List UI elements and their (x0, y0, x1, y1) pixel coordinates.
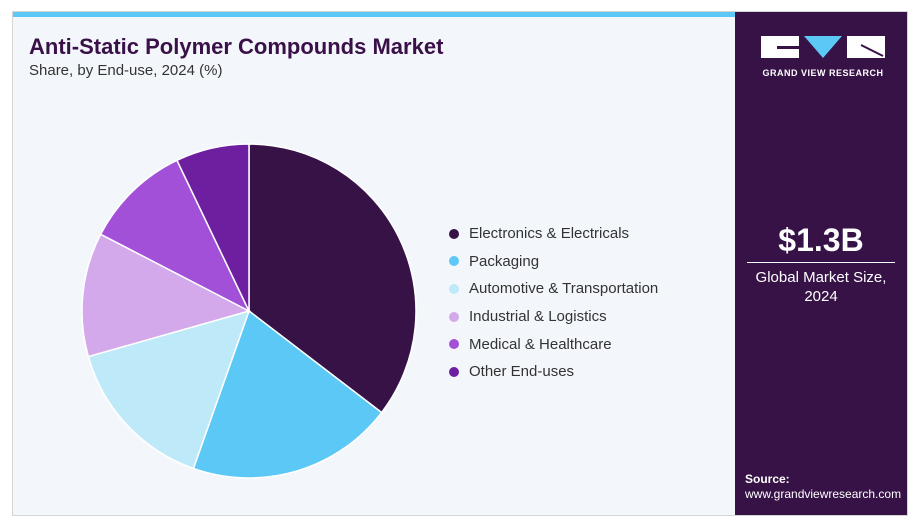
legend-swatch (449, 228, 459, 239)
legend-label: Other End-uses (469, 363, 575, 381)
legend-swatch (449, 311, 459, 322)
chart-subtitle: Share, by End-use, 2024 (%) (29, 62, 223, 79)
pie-slice-medical-healthcare (99, 159, 251, 313)
market-size-value: $1.3B (778, 222, 864, 258)
legend-item: Packaging (449, 248, 658, 276)
pie-slice-packaging (192, 309, 383, 479)
legend-item: Other End-uses (449, 358, 658, 386)
accent-bar (13, 12, 735, 17)
pie-slice-industrial-logistics (81, 233, 252, 358)
chart-title: Anti-Static Polymer Compounds Market (29, 34, 444, 59)
legend-swatch (449, 339, 459, 350)
pie-slice-electronics-electricals (248, 143, 417, 414)
legend-swatch (449, 256, 459, 267)
legend-item: Industrial & Logistics (449, 303, 658, 331)
source-url[interactable]: www.grandviewresearch.com (745, 487, 902, 501)
legend-label: Packaging (469, 252, 540, 270)
gvr-logo-icon (761, 36, 885, 58)
source: Source: www.grandviewresearch.com (745, 472, 901, 502)
legend-label: Medical & Healthcare (469, 335, 612, 353)
legend: Electronics & Electricals Packaging Automo… (449, 220, 658, 386)
legend-item: Electronics & Electricals (449, 220, 658, 248)
legend-item: Automotive & Transportation (449, 275, 658, 303)
market-size-caption: Global Market Size, 2024 (735, 268, 907, 306)
chart-card: Anti-Static Polymer Compounds Market Sha… (12, 11, 908, 516)
divider (747, 262, 895, 263)
source-label: Source: (745, 472, 790, 486)
pie-slice-other-end-uses (175, 143, 250, 312)
info-panel: GRAND VIEW RESEARCH $1.3B Global Market … (735, 12, 907, 515)
brand-logo: GRAND VIEW RESEARCH (761, 36, 885, 78)
legend-swatch (449, 283, 459, 294)
legend-label: Automotive & Transportation (469, 280, 659, 298)
legend-label: Electronics & Electricals (469, 225, 630, 243)
pie-slice-automotive-transportation (87, 309, 251, 470)
legend-swatch (449, 366, 459, 377)
caption-line: Global Market Size, (755, 269, 887, 286)
brand-name: GRAND VIEW RESEARCH (762, 68, 884, 78)
legend-item: Medical & Healthcare (449, 330, 658, 358)
caption-line: 2024 (804, 288, 838, 305)
legend-label: Industrial & Logistics (469, 308, 607, 326)
pie-chart (81, 143, 417, 479)
